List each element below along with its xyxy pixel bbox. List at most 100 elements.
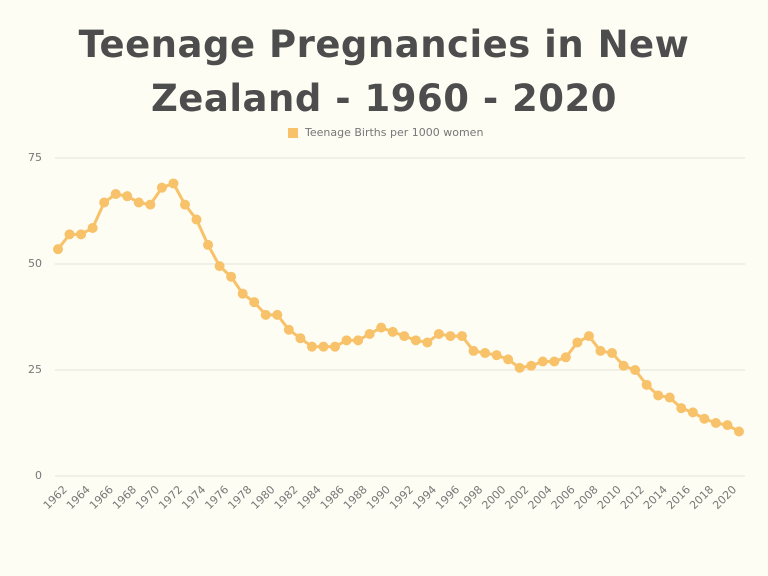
x-tick-label: 2004 xyxy=(526,483,555,512)
x-tick-label: 1966 xyxy=(87,483,116,512)
data-point xyxy=(156,182,167,193)
data-point xyxy=(387,326,398,337)
data-point xyxy=(283,324,294,335)
x-tick-label: 2002 xyxy=(502,483,531,512)
x-tick-label: 2000 xyxy=(479,483,508,512)
data-point xyxy=(514,362,525,373)
data-point xyxy=(133,197,144,208)
data-point xyxy=(422,337,433,348)
data-point xyxy=(110,189,121,200)
x-tick-label: 1972 xyxy=(156,483,185,512)
data-point xyxy=(53,244,63,255)
data-point xyxy=(503,354,514,365)
legend-marker xyxy=(288,128,298,138)
data-point xyxy=(456,331,467,342)
data-point xyxy=(168,178,179,189)
x-tick-label: 2018 xyxy=(687,483,716,512)
data-point xyxy=(583,331,594,342)
x-tick-label: 2010 xyxy=(595,483,624,512)
y-tick-label: 0 xyxy=(35,469,42,482)
x-tick-label: 1994 xyxy=(410,483,439,512)
x-tick-label: 1978 xyxy=(225,483,254,512)
data-point xyxy=(214,261,225,272)
data-point xyxy=(237,288,248,299)
x-tick-label: 1980 xyxy=(249,483,278,512)
data-point xyxy=(630,365,641,375)
y-tick-label: 75 xyxy=(28,151,42,164)
data-point xyxy=(399,331,410,342)
data-point xyxy=(76,229,87,240)
data-point xyxy=(572,337,583,348)
data-point xyxy=(445,331,456,342)
data-point xyxy=(618,360,629,371)
data-point xyxy=(272,309,283,320)
data-point xyxy=(260,309,271,320)
x-tick-label: 1992 xyxy=(387,483,416,512)
x-tick-label: 2012 xyxy=(618,483,647,512)
data-point xyxy=(549,356,560,367)
data-point xyxy=(306,341,317,352)
x-tick-label: 1974 xyxy=(179,483,208,512)
data-point xyxy=(734,426,744,437)
data-point xyxy=(595,345,606,356)
data-point xyxy=(560,352,571,363)
data-point xyxy=(341,335,352,346)
x-tick-label: 1970 xyxy=(133,483,162,512)
data-point xyxy=(537,356,548,367)
data-point xyxy=(722,420,733,431)
x-tick-label: 1990 xyxy=(364,483,393,512)
x-tick-label: 2020 xyxy=(710,483,739,512)
data-point xyxy=(353,335,364,346)
x-tick-label: 1984 xyxy=(295,483,324,512)
data-point xyxy=(699,413,710,424)
data-point xyxy=(295,333,306,344)
data-point xyxy=(99,197,110,208)
x-tick-label: 2014 xyxy=(641,483,670,512)
x-tick-label: 1976 xyxy=(202,483,231,512)
data-point xyxy=(330,341,341,352)
data-point xyxy=(607,348,618,359)
chart-title: Teenage Pregnancies in New Zealand - 196… xyxy=(78,23,690,120)
data-point xyxy=(64,229,75,240)
x-tick-label: 1998 xyxy=(456,483,485,512)
data-point xyxy=(249,297,260,308)
data-point xyxy=(526,360,537,371)
x-tick-label: 2006 xyxy=(549,483,578,512)
data-point xyxy=(433,328,444,339)
data-point xyxy=(480,348,491,359)
x-tick-label: 1962 xyxy=(41,483,70,512)
x-tick-label: 1996 xyxy=(433,483,462,512)
data-point xyxy=(653,390,664,401)
data-point xyxy=(491,350,502,361)
data-point xyxy=(364,328,375,339)
data-point xyxy=(710,418,721,428)
data-point xyxy=(676,403,687,414)
data-point xyxy=(687,407,698,418)
legend-label: Teenage Births per 1000 women xyxy=(304,126,483,139)
x-tick-label: 1988 xyxy=(341,483,370,512)
data-point xyxy=(468,345,479,356)
data-point xyxy=(641,379,652,390)
x-tick-label: 1964 xyxy=(64,483,93,512)
x-tick-label: 2008 xyxy=(572,483,601,512)
y-tick-label: 50 xyxy=(28,257,42,270)
x-tick-label: 1968 xyxy=(110,483,139,512)
data-point xyxy=(318,341,329,352)
x-tick-label: 2016 xyxy=(664,483,693,512)
x-tick-label: 1986 xyxy=(318,483,347,512)
data-point xyxy=(145,199,156,210)
data-point xyxy=(664,392,675,403)
series-line xyxy=(56,181,740,433)
data-point xyxy=(226,271,237,282)
data-point xyxy=(179,199,190,210)
data-point xyxy=(87,222,98,233)
data-point xyxy=(376,322,387,333)
data-point xyxy=(191,214,202,225)
data-point xyxy=(122,191,133,202)
y-tick-label: 25 xyxy=(28,363,42,376)
x-tick-label: 1982 xyxy=(272,483,301,512)
data-point xyxy=(203,239,214,250)
data-point xyxy=(410,335,421,346)
